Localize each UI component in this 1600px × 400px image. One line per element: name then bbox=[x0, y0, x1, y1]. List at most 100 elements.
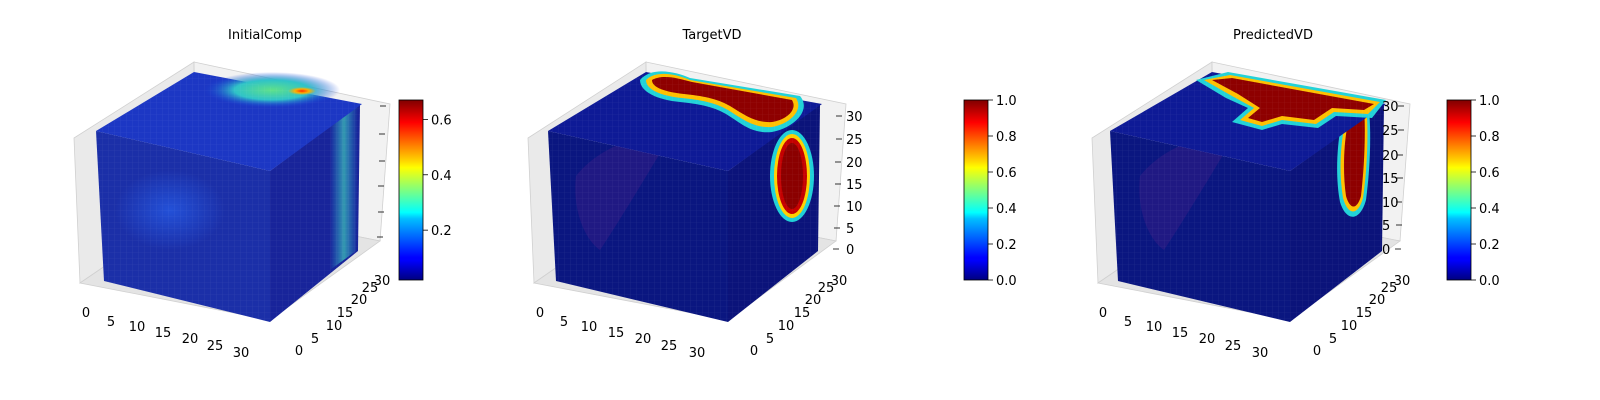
chart-title: TargetVD bbox=[681, 28, 741, 43]
z-tick-label: 5 bbox=[846, 222, 854, 237]
y-tick-label: 10 bbox=[1341, 319, 1358, 334]
y-tick-label: 10 bbox=[326, 319, 343, 334]
y-tick-label: 25 bbox=[1381, 281, 1398, 296]
y-tick-label: 15 bbox=[1356, 306, 1373, 321]
colorbar-tick-label: 0.6 bbox=[1479, 166, 1500, 181]
y-tick-label: 5 bbox=[1329, 332, 1337, 347]
z-tick-label: 25 bbox=[1382, 124, 1399, 139]
z-tick-label: 15 bbox=[1382, 172, 1399, 187]
colorbar-gradient bbox=[963, 99, 989, 281]
x-tick-label: 25 bbox=[207, 339, 224, 354]
x-tick-label: 15 bbox=[608, 326, 625, 341]
z-tick-label: 10 bbox=[1382, 196, 1399, 211]
y-tick-label: 0 bbox=[295, 344, 303, 359]
x-tick-label: 10 bbox=[1146, 320, 1163, 335]
z-axis bbox=[377, 105, 386, 238]
z-tick-label: 30 bbox=[1382, 100, 1399, 115]
z-tick-label: 5 bbox=[1382, 219, 1390, 234]
y-axis: 0 5 10 15 20 25 30 bbox=[1313, 274, 1410, 359]
colorbar-ticks: 0.0 0.2 0.4 0.6 0.8 1.0 bbox=[1471, 94, 1500, 289]
chart-title: PredictedVD bbox=[1233, 28, 1313, 43]
x-tick-label: 5 bbox=[107, 315, 115, 330]
y-tick-label: 20 bbox=[1369, 293, 1386, 308]
panel-targetvd: TargetVD 0 5 10 15 bbox=[527, 28, 1017, 361]
panel-initialcomp: InitialComp 0 5 10 15 20 25 30 bbox=[73, 28, 452, 361]
x-tick-label: 20 bbox=[635, 332, 652, 347]
voxel-cube bbox=[548, 71, 822, 322]
x-tick-label: 20 bbox=[182, 332, 199, 347]
colorbar-tick-label: 0.8 bbox=[996, 130, 1017, 145]
voxel-cube bbox=[96, 72, 362, 322]
colorbar-tick-label: 0.6 bbox=[996, 166, 1017, 181]
x-tick-label: 30 bbox=[689, 346, 706, 361]
colorbar-tick-label: 1.0 bbox=[996, 94, 1017, 109]
y-tick-label: 5 bbox=[311, 332, 319, 347]
y-tick-label: 15 bbox=[337, 306, 354, 321]
z-tick-label: 15 bbox=[846, 178, 863, 193]
colorbar-tick-label: 0.2 bbox=[1479, 238, 1500, 253]
colorbar: 0.2 0.4 0.6 bbox=[398, 99, 452, 281]
x-tick-label: 25 bbox=[661, 339, 678, 354]
x-tick-label: 30 bbox=[1252, 346, 1269, 361]
x-tick-label: 10 bbox=[581, 320, 598, 335]
colorbar-gradient bbox=[398, 99, 424, 281]
y-axis: 0 5 10 15 20 25 30 bbox=[750, 274, 847, 359]
y-tick-label: 0 bbox=[1313, 344, 1321, 359]
z-tick-label: 30 bbox=[846, 110, 863, 125]
x-tick-label: 0 bbox=[536, 306, 544, 321]
colorbar-tick-label: 0.0 bbox=[996, 274, 1017, 289]
z-tick-label: 0 bbox=[846, 243, 854, 258]
colorbar-ticks: 0.0 0.2 0.4 0.6 0.8 1.0 bbox=[988, 94, 1017, 289]
y-tick-label: 5 bbox=[766, 332, 774, 347]
x-tick-label: 0 bbox=[82, 306, 90, 321]
y-tick-label: 0 bbox=[750, 344, 758, 359]
y-axis: 0 5 10 15 20 25 30 bbox=[295, 274, 390, 359]
colorbar-tick-label: 0.4 bbox=[431, 169, 452, 184]
voxel-cube bbox=[1110, 72, 1386, 322]
y-tick-label: 30 bbox=[374, 274, 391, 289]
colorbar-tick-label: 0.8 bbox=[1479, 130, 1500, 145]
cube-grid bbox=[96, 72, 362, 322]
x-tick-label: 15 bbox=[155, 326, 172, 341]
z-tick-label: 0 bbox=[1382, 243, 1390, 258]
cube-grid bbox=[1110, 72, 1386, 322]
y-tick-label: 30 bbox=[1394, 274, 1411, 289]
panel-predictedvd: PredictedVD 0 5 10 15 20 bbox=[1091, 28, 1500, 361]
x-tick-label: 25 bbox=[1225, 339, 1242, 354]
y-tick-label: 10 bbox=[778, 319, 795, 334]
colorbar-tick-label: 1.0 bbox=[1479, 94, 1500, 109]
colorbar-gradient bbox=[1446, 99, 1472, 281]
z-tick-label: 20 bbox=[846, 156, 863, 171]
x-tick-label: 20 bbox=[1199, 332, 1216, 347]
colorbar-tick-label: 0.0 bbox=[1479, 274, 1500, 289]
x-axis: 0 5 10 15 20 25 30 bbox=[536, 306, 705, 361]
cube-grid bbox=[548, 72, 822, 322]
colorbar: 0.0 0.2 0.4 0.6 0.8 1.0 bbox=[1446, 94, 1500, 289]
x-tick-label: 15 bbox=[1172, 326, 1189, 341]
z-axis: 0 5 10 15 20 25 30 bbox=[833, 110, 863, 258]
x-axis: 0 5 10 15 20 25 30 bbox=[1099, 306, 1268, 361]
x-tick-label: 30 bbox=[233, 346, 250, 361]
colorbar-tick-label: 0.2 bbox=[996, 238, 1017, 253]
y-tick-label: 30 bbox=[831, 274, 848, 289]
x-tick-label: 5 bbox=[1124, 315, 1132, 330]
y-tick-label: 15 bbox=[794, 306, 811, 321]
y-tick-label: 25 bbox=[362, 281, 379, 296]
colorbar-tick-label: 0.6 bbox=[431, 113, 452, 128]
x-tick-label: 10 bbox=[129, 320, 146, 335]
z-tick-label: 10 bbox=[846, 200, 863, 215]
chart-title: InitialComp bbox=[228, 28, 302, 43]
colorbar-tick-label: 0.2 bbox=[431, 224, 452, 239]
x-tick-label: 5 bbox=[560, 315, 568, 330]
colorbar-tick-label: 0.4 bbox=[1479, 202, 1500, 217]
colorbar: 0.0 0.2 0.4 0.6 0.8 1.0 bbox=[963, 94, 1017, 289]
colorbar-ticks: 0.2 0.4 0.6 bbox=[423, 113, 452, 239]
z-axis: 0 5 10 15 20 25 30 bbox=[1382, 100, 1404, 258]
y-tick-label: 20 bbox=[805, 293, 822, 308]
y-tick-label: 25 bbox=[818, 281, 835, 296]
x-tick-label: 0 bbox=[1099, 306, 1107, 321]
colorbar-tick-label: 0.4 bbox=[996, 202, 1017, 217]
x-axis: 0 5 10 15 20 25 30 bbox=[82, 306, 249, 361]
y-tick-label: 20 bbox=[351, 293, 368, 308]
